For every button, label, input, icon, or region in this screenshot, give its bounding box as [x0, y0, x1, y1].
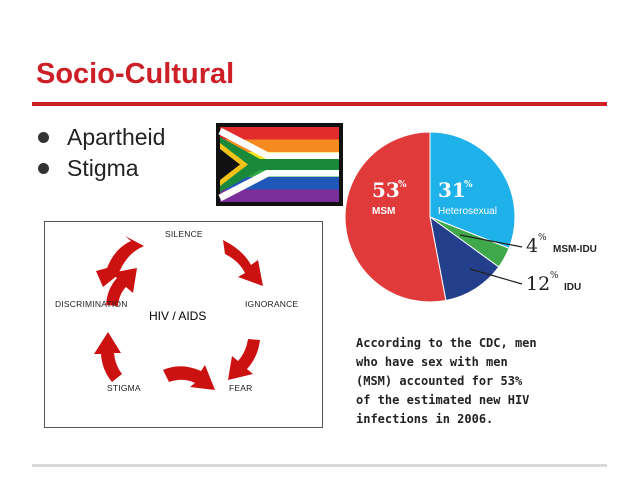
cycle-arrow-icon	[94, 332, 122, 382]
title-divider	[32, 102, 607, 106]
cycle-arrow-icon	[106, 268, 137, 306]
cycle-arrow-icon	[223, 240, 263, 286]
cycle-arrow-icon	[163, 365, 215, 390]
cycle-label-discrimination: DISCRIMINATION	[55, 299, 128, 309]
cycle-center-label: HIV / AIDS	[149, 309, 207, 323]
pie-slice-msm	[344, 131, 447, 303]
bullet-dot-icon	[38, 132, 49, 143]
pie-label-msm-idu: MSM-IDU	[553, 244, 597, 255]
footer-divider	[32, 464, 607, 467]
pie-value-heterosexual: 31	[438, 178, 466, 202]
pie-percent-sign: %	[464, 180, 473, 190]
rainbow-flag-image	[216, 123, 343, 206]
cycle-label-ignorance: IGNORANCE	[245, 299, 299, 309]
stigma-cycle-diagram: SILENCE IGNORANCE FEAR STIGMA DISCRIMINA…	[44, 221, 323, 428]
pie-label-heterosexual: Heterosexual	[438, 206, 497, 217]
pie-leader-idu	[469, 268, 523, 285]
chart-caption: According to the CDC, men who have sex w…	[356, 336, 537, 426]
bullet-item: Apartheid	[38, 122, 165, 153]
pie-leader-msm-idu	[459, 234, 523, 248]
pie-label-idu: IDU	[564, 282, 581, 293]
pie-value-msm-idu: 4	[526, 235, 538, 257]
pie-slice-idu	[429, 215, 500, 302]
pie-percent-sign: %	[538, 233, 547, 243]
pie-percent-sign: %	[550, 271, 559, 281]
cycle-arrow-icon	[228, 339, 260, 380]
pie-value-idu: 12	[526, 273, 550, 295]
pie-label-msm: MSM	[372, 206, 395, 217]
cycle-arrow-icon	[96, 236, 144, 287]
cycle-arrows	[94, 236, 263, 390]
bullet-item: Stigma	[38, 153, 165, 184]
bullet-list: Apartheid Stigma	[38, 122, 165, 184]
cycle-label-stigma: STIGMA	[107, 383, 141, 393]
pie-percent-sign: %	[398, 180, 407, 190]
slide-title: Socio-Cultural	[36, 58, 235, 90]
cycle-label-silence: SILENCE	[165, 229, 203, 239]
bullet-dot-icon	[38, 163, 49, 174]
hiv-pie-chart: 53% MSM 31% Heterosexual 4 % MSM-IDU 12 % IDU	[344, 131, 597, 303]
bullet-text: Apartheid	[67, 124, 166, 150]
bullet-text: Stigma	[67, 155, 139, 181]
pie-slice-heterosexual	[429, 131, 516, 249]
pie-value-msm: 53	[372, 178, 400, 202]
cycle-label-fear: FEAR	[229, 383, 253, 393]
